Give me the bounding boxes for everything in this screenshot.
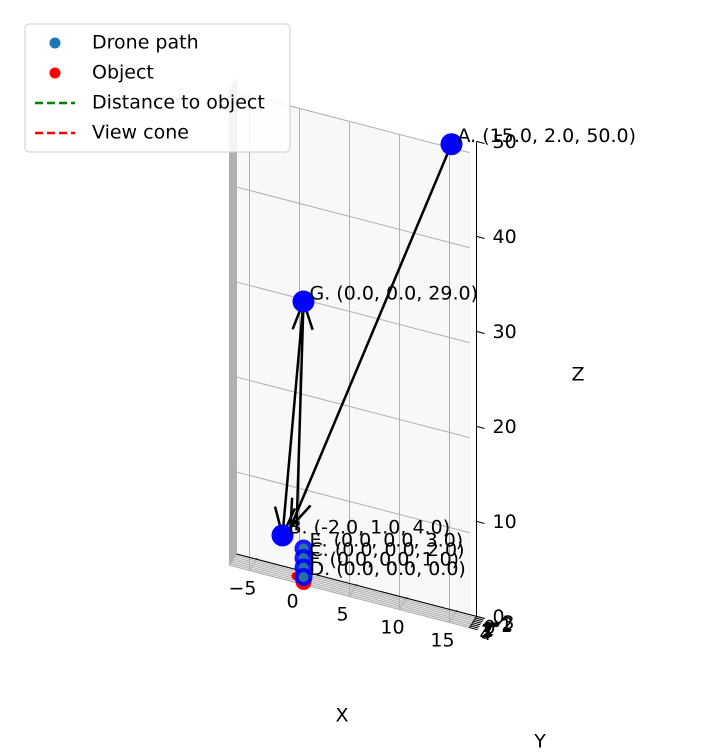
z-tick bbox=[476, 425, 485, 429]
x-tick-label: 0 bbox=[286, 591, 298, 613]
gridline-y bbox=[231, 561, 472, 625]
point-label-g: G. (0.0, 0.0, 29.0) bbox=[310, 283, 479, 305]
y-tick-label: −2 bbox=[486, 614, 514, 636]
gridline-y bbox=[230, 563, 471, 627]
point-label-e: E. (0.0, 0.0, 3.0) bbox=[310, 530, 464, 552]
x-tick-label: −5 bbox=[228, 578, 256, 600]
y-tick bbox=[473, 620, 482, 624]
y-tick-label: −3 bbox=[487, 612, 515, 634]
y-tick bbox=[469, 627, 478, 631]
marker-b bbox=[271, 524, 294, 547]
z-tick-label: 30 bbox=[493, 321, 517, 343]
y-tick-label: 1 bbox=[483, 618, 495, 640]
z-tick-label: 10 bbox=[493, 511, 517, 533]
arrow-g-b bbox=[281, 301, 305, 536]
z-tick-label: 40 bbox=[493, 226, 517, 248]
z-tick-label: 0 bbox=[493, 606, 505, 628]
gridline-y bbox=[233, 558, 474, 622]
legend-box bbox=[24, 23, 291, 153]
point-label-b: B. (-2.0, 1.0, 4.0) bbox=[289, 516, 451, 538]
y-tick bbox=[474, 619, 483, 623]
z-tick bbox=[476, 235, 485, 239]
y-tick bbox=[470, 625, 479, 629]
z-axis-title: Z bbox=[571, 364, 584, 386]
arrow-a-b-head bbox=[289, 497, 312, 531]
z-tick bbox=[476, 140, 485, 144]
x-tick bbox=[406, 597, 408, 599]
marker-inner-d bbox=[298, 572, 309, 582]
z-tick bbox=[476, 520, 485, 524]
x-tick bbox=[256, 558, 258, 560]
marker-a bbox=[440, 133, 463, 156]
legend-label: Distance to object bbox=[92, 92, 265, 114]
y-tick-label: 4 bbox=[480, 623, 492, 645]
legend-label: Drone path bbox=[92, 32, 199, 54]
legend-marker bbox=[49, 67, 61, 79]
x-tick-label: 5 bbox=[336, 604, 348, 626]
arrow-a-b bbox=[289, 143, 453, 528]
x-tick bbox=[456, 610, 458, 612]
point-label-d: D. (0.0, 0.0, 0.0) bbox=[310, 558, 466, 580]
y-axis-title: Y bbox=[533, 731, 546, 753]
y-tick bbox=[471, 623, 480, 627]
z-tick bbox=[476, 615, 485, 619]
y-tick bbox=[475, 617, 484, 621]
point-label-a: A. (15.0, 2.0, 50.0) bbox=[458, 125, 637, 147]
x-tick-label: 10 bbox=[380, 617, 404, 639]
x-tick-label: 15 bbox=[430, 630, 454, 652]
legend-label: View cone bbox=[92, 122, 189, 144]
point-labels: A. (15.0, 2.0, 50.0) G. (0.0, 0.0, 29.0) B… bbox=[289, 125, 637, 580]
gridline-y bbox=[229, 564, 470, 629]
legend-marker bbox=[49, 37, 61, 49]
arrow-b-g bbox=[295, 301, 305, 531]
gridline-y bbox=[234, 556, 475, 621]
gridline-y bbox=[232, 559, 473, 624]
markers bbox=[271, 133, 463, 590]
axis-titles: X Y Z bbox=[335, 364, 584, 753]
y-tick-label: −1 bbox=[485, 615, 513, 637]
z-tick bbox=[476, 330, 485, 334]
y-tick-label: 0 bbox=[484, 617, 496, 639]
z-tick-label: 50 bbox=[493, 131, 517, 153]
z-tick-label: 20 bbox=[493, 416, 517, 438]
point-label-f: F. (0.0, 0.0, 1.0) bbox=[310, 549, 460, 571]
legend: Drone path Object Distance to object View c… bbox=[24, 23, 291, 153]
marker-g bbox=[292, 290, 315, 313]
x-tick bbox=[356, 584, 358, 586]
point-label-c: C. (0.0, 0.0, 2.0) bbox=[310, 539, 465, 561]
y-tick bbox=[472, 622, 481, 626]
gridline-y bbox=[235, 555, 476, 619]
x-axis-title: X bbox=[335, 705, 348, 727]
y-tick-label: 2 bbox=[482, 620, 494, 642]
y-tick-label: 3 bbox=[481, 622, 493, 644]
legend-label: Object bbox=[92, 62, 154, 84]
